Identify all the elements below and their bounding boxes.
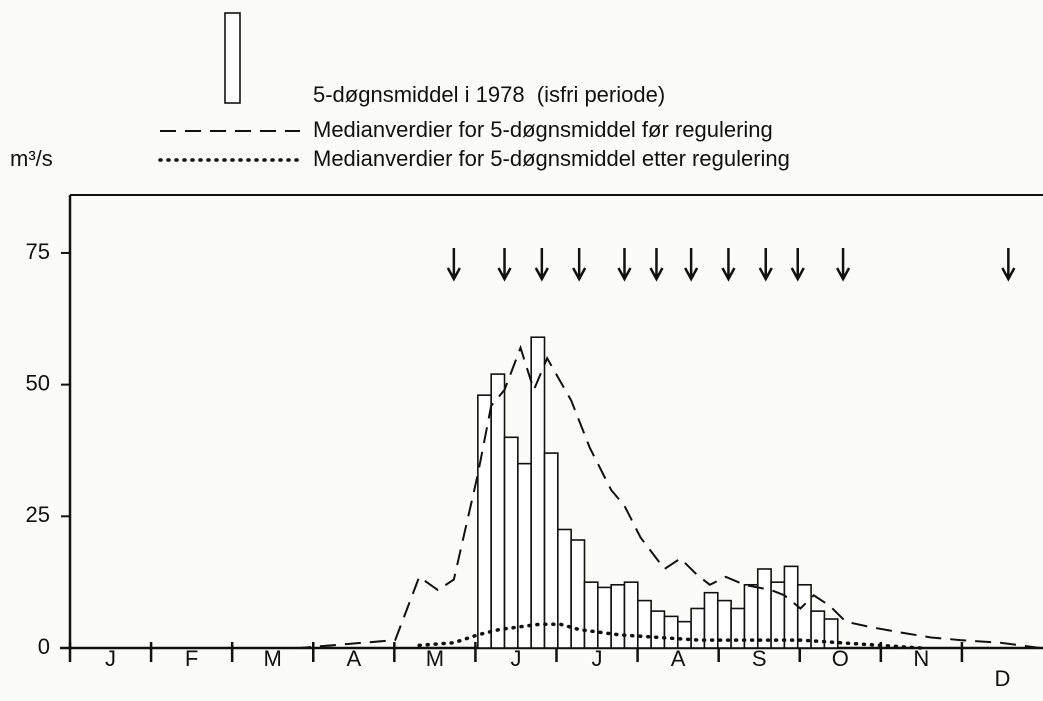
marker-arrow — [835, 248, 851, 282]
bar — [730, 607, 746, 649]
bar — [583, 581, 599, 649]
x-tick-label: J — [592, 646, 603, 671]
x-tick-label: J — [105, 646, 116, 671]
bar — [690, 607, 706, 649]
bar — [530, 336, 546, 649]
marker-arrow — [1001, 248, 1016, 282]
y-axis-label: m³/s — [10, 146, 53, 171]
bar — [663, 615, 679, 649]
x-tick-label: O — [832, 646, 849, 671]
y-tick-label: 0 — [38, 634, 50, 659]
marker-arrow — [497, 248, 512, 282]
marker-arrow — [721, 248, 736, 282]
bar — [783, 565, 799, 649]
bar — [543, 452, 559, 649]
x-tick-label: J — [510, 646, 521, 671]
x-tick-label: M — [264, 646, 282, 671]
marker-arrow — [572, 248, 587, 282]
legend-label: Medianverdier for 5-døgnsmiddel før regu… — [313, 117, 773, 142]
marker-arrow — [534, 248, 549, 282]
marker-arrow — [790, 248, 805, 282]
y-tick-label: 50 — [26, 370, 50, 395]
marker-arrow — [684, 248, 699, 282]
bar — [517, 462, 532, 649]
y-tick-label: 25 — [26, 502, 50, 527]
bar — [650, 610, 666, 649]
line — [70, 344, 1041, 649]
y-tick-label: 75 — [26, 239, 50, 264]
bar — [676, 620, 692, 649]
x-tick-label: A — [346, 646, 361, 671]
bar — [610, 583, 626, 649]
bar — [557, 528, 572, 649]
bar — [823, 618, 839, 649]
legend-swatch — [224, 12, 241, 104]
bar — [490, 373, 506, 649]
bar — [623, 581, 639, 649]
x-tick-label: M — [426, 646, 444, 671]
bar — [477, 394, 492, 649]
legend-label: Medianverdier for 5-døgnsmiddel etter re… — [313, 146, 790, 171]
bar — [597, 586, 612, 649]
x-tick-label: S — [752, 646, 767, 671]
bar — [756, 568, 772, 649]
marker-arrow — [446, 248, 461, 282]
x-tick-label: F — [185, 646, 198, 671]
x-tick-label: N — [913, 646, 929, 671]
bar — [570, 539, 586, 649]
x-tick-label: A — [671, 646, 686, 671]
bar — [503, 436, 519, 649]
x-tick-label: D — [995, 666, 1011, 691]
marker-arrow — [617, 248, 632, 282]
marker-arrow — [649, 248, 664, 282]
bar — [637, 599, 652, 649]
legend-label: 5-døgnsmiddel i 1978 (isfri periode) — [313, 82, 665, 107]
marker-arrow — [758, 248, 773, 282]
